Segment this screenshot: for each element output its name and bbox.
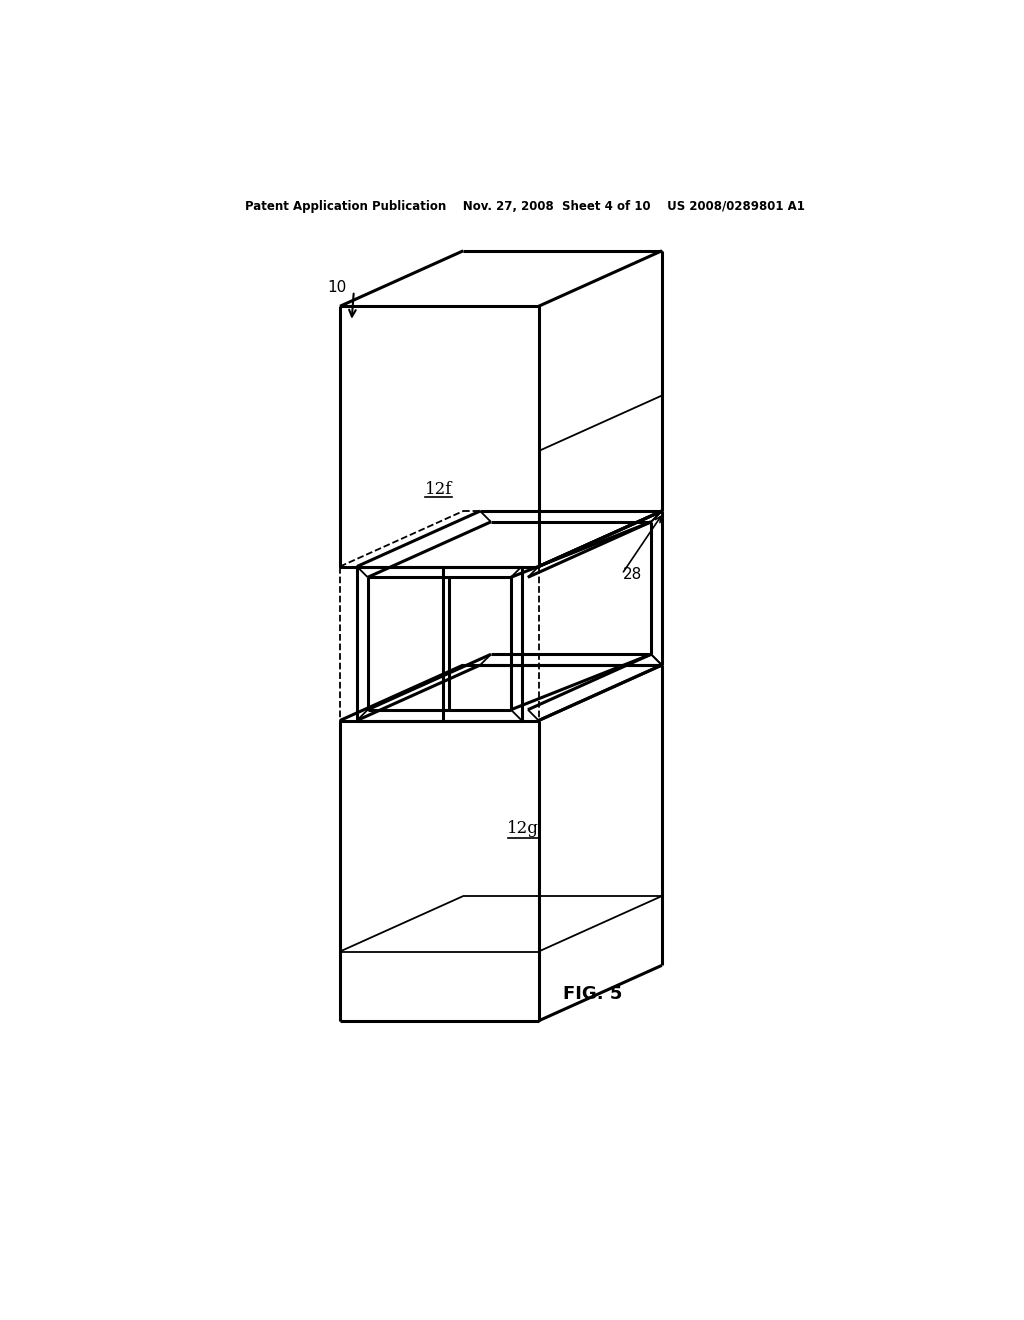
Text: 10: 10 <box>327 280 346 296</box>
Text: 12f: 12f <box>425 480 453 498</box>
Text: 12g: 12g <box>507 820 540 837</box>
Text: 28: 28 <box>624 566 643 582</box>
Text: FIG. 5: FIG. 5 <box>563 985 623 1003</box>
Text: Patent Application Publication    Nov. 27, 2008  Sheet 4 of 10    US 2008/028980: Patent Application Publication Nov. 27, … <box>245 199 805 213</box>
